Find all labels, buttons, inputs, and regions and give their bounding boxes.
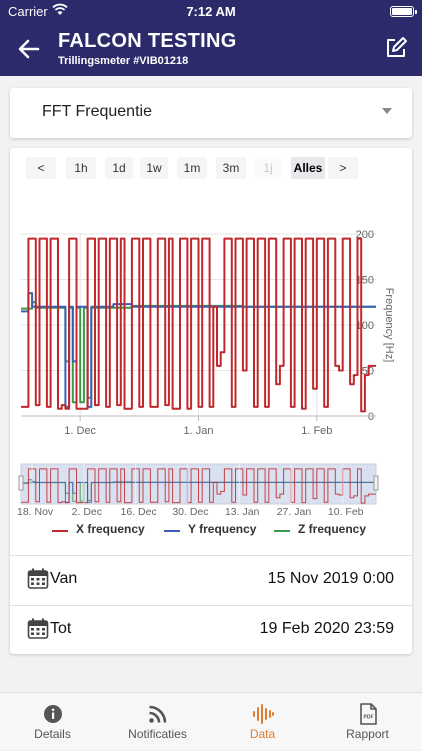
chart-card: <1h 1d 1w 1m 3m 1j Alles > 0 50 100 150 200 1. Dec 1.… [10,148,412,654]
tab-data[interactable]: Data [210,693,315,751]
calendar-icon [27,568,49,589]
tab-details[interactable]: Details [0,693,105,751]
navigator-tick-label: 16. Dec [121,506,157,518]
divider [10,555,412,556]
calendar-icon [27,618,49,639]
device-subtitle: Trillingsmeter #VIB01218 [58,55,189,67]
chart-legend: X frequency Y frequency Z frequency [10,520,412,540]
chevron-down-icon [382,108,392,114]
navigator-tick-label: 10. Feb [328,506,364,518]
back-arrow-icon[interactable] [16,36,42,62]
navigator-tick-label: 30. Dec [172,506,208,518]
series-line-x [21,237,376,413]
tab-label: Details [34,727,71,741]
tab-label: Rapport [346,727,389,741]
tab-rapport[interactable]: PDF Rapport [315,693,420,751]
svg-text:PDF: PDF [364,715,374,721]
series-line-y [21,292,376,408]
app-header: FALCON TESTING Trillingsmeter #VIB01218 [0,24,422,76]
rss-icon [149,705,167,723]
range-button-1j: 1j [254,157,282,179]
carrier-label: Carrier [8,4,48,19]
navigator-tick-label: 13. Jan [225,506,260,518]
navigator-tick-label: 27. Jan [277,506,312,518]
range-button-prev[interactable]: < [26,157,56,179]
y-axis-label: Frequency [Hz] [383,288,395,363]
navigator-tick-label: 18. Nov [17,506,54,518]
navigator-handle-left [18,475,24,491]
tab-label: Notificaties [128,727,187,741]
waveform-icon [253,704,274,724]
x-tick-label: 1. Feb [301,425,332,437]
clock: 7:12 AM [186,4,236,19]
x-tick-label: 1. Jan [184,425,214,437]
from-date-row: Van 15 Nov 2019 0:00 [10,556,412,606]
legend-label-x: X frequency [76,522,145,536]
range-button-1w[interactable]: 1w [140,157,168,179]
divider [10,605,412,606]
from-label: Van [50,570,78,587]
tab-notificaties[interactable]: Notificaties [105,693,210,751]
from-date-value[interactable]: 15 Nov 2019 0:00 [267,570,394,587]
range-button-alles[interactable]: Alles [291,157,325,179]
measurement-type-dropdown[interactable]: FFT Frequentie [10,88,412,138]
range-button-1m[interactable]: 1m [177,157,207,179]
to-date-row: Tot 19 Feb 2020 23:59 [10,606,412,656]
bottom-tab-bar: Details Notificaties Data PDF Rapport [0,692,422,750]
legend-swatch-y [164,530,180,532]
wifi-icon [52,3,68,15]
dropdown-selected-value: FFT Frequentie [42,103,152,120]
battery-icon [390,6,417,17]
legend-label-z: Z frequency [298,522,367,536]
legend-label-y: Y frequency [188,522,257,536]
range-button-1d[interactable]: 1d [105,157,133,179]
tab-label: Data [249,727,276,741]
page-title: FALCON TESTING [58,30,237,52]
edit-icon[interactable] [384,36,408,60]
y-tick-label: 0 [368,411,374,423]
range-button-1h[interactable]: 1h [66,157,96,179]
navigator-handle-right [373,475,379,491]
pdf-icon: PDF [360,703,377,725]
navigator-tick-label: 2. Dec [72,506,102,518]
legend-swatch-x [52,530,68,532]
range-button-next[interactable]: > [328,157,358,179]
status-bar: Carrier 7:12 AM [0,0,422,24]
navigator-line-x [21,468,376,504]
to-label: Tot [50,620,72,637]
to-date-value[interactable]: 19 Feb 2020 23:59 [259,620,394,637]
x-tick-label: 1. Dec [64,425,96,437]
range-button-3m[interactable]: 3m [216,157,246,179]
info-icon [44,705,62,723]
legend-swatch-z [274,530,290,532]
